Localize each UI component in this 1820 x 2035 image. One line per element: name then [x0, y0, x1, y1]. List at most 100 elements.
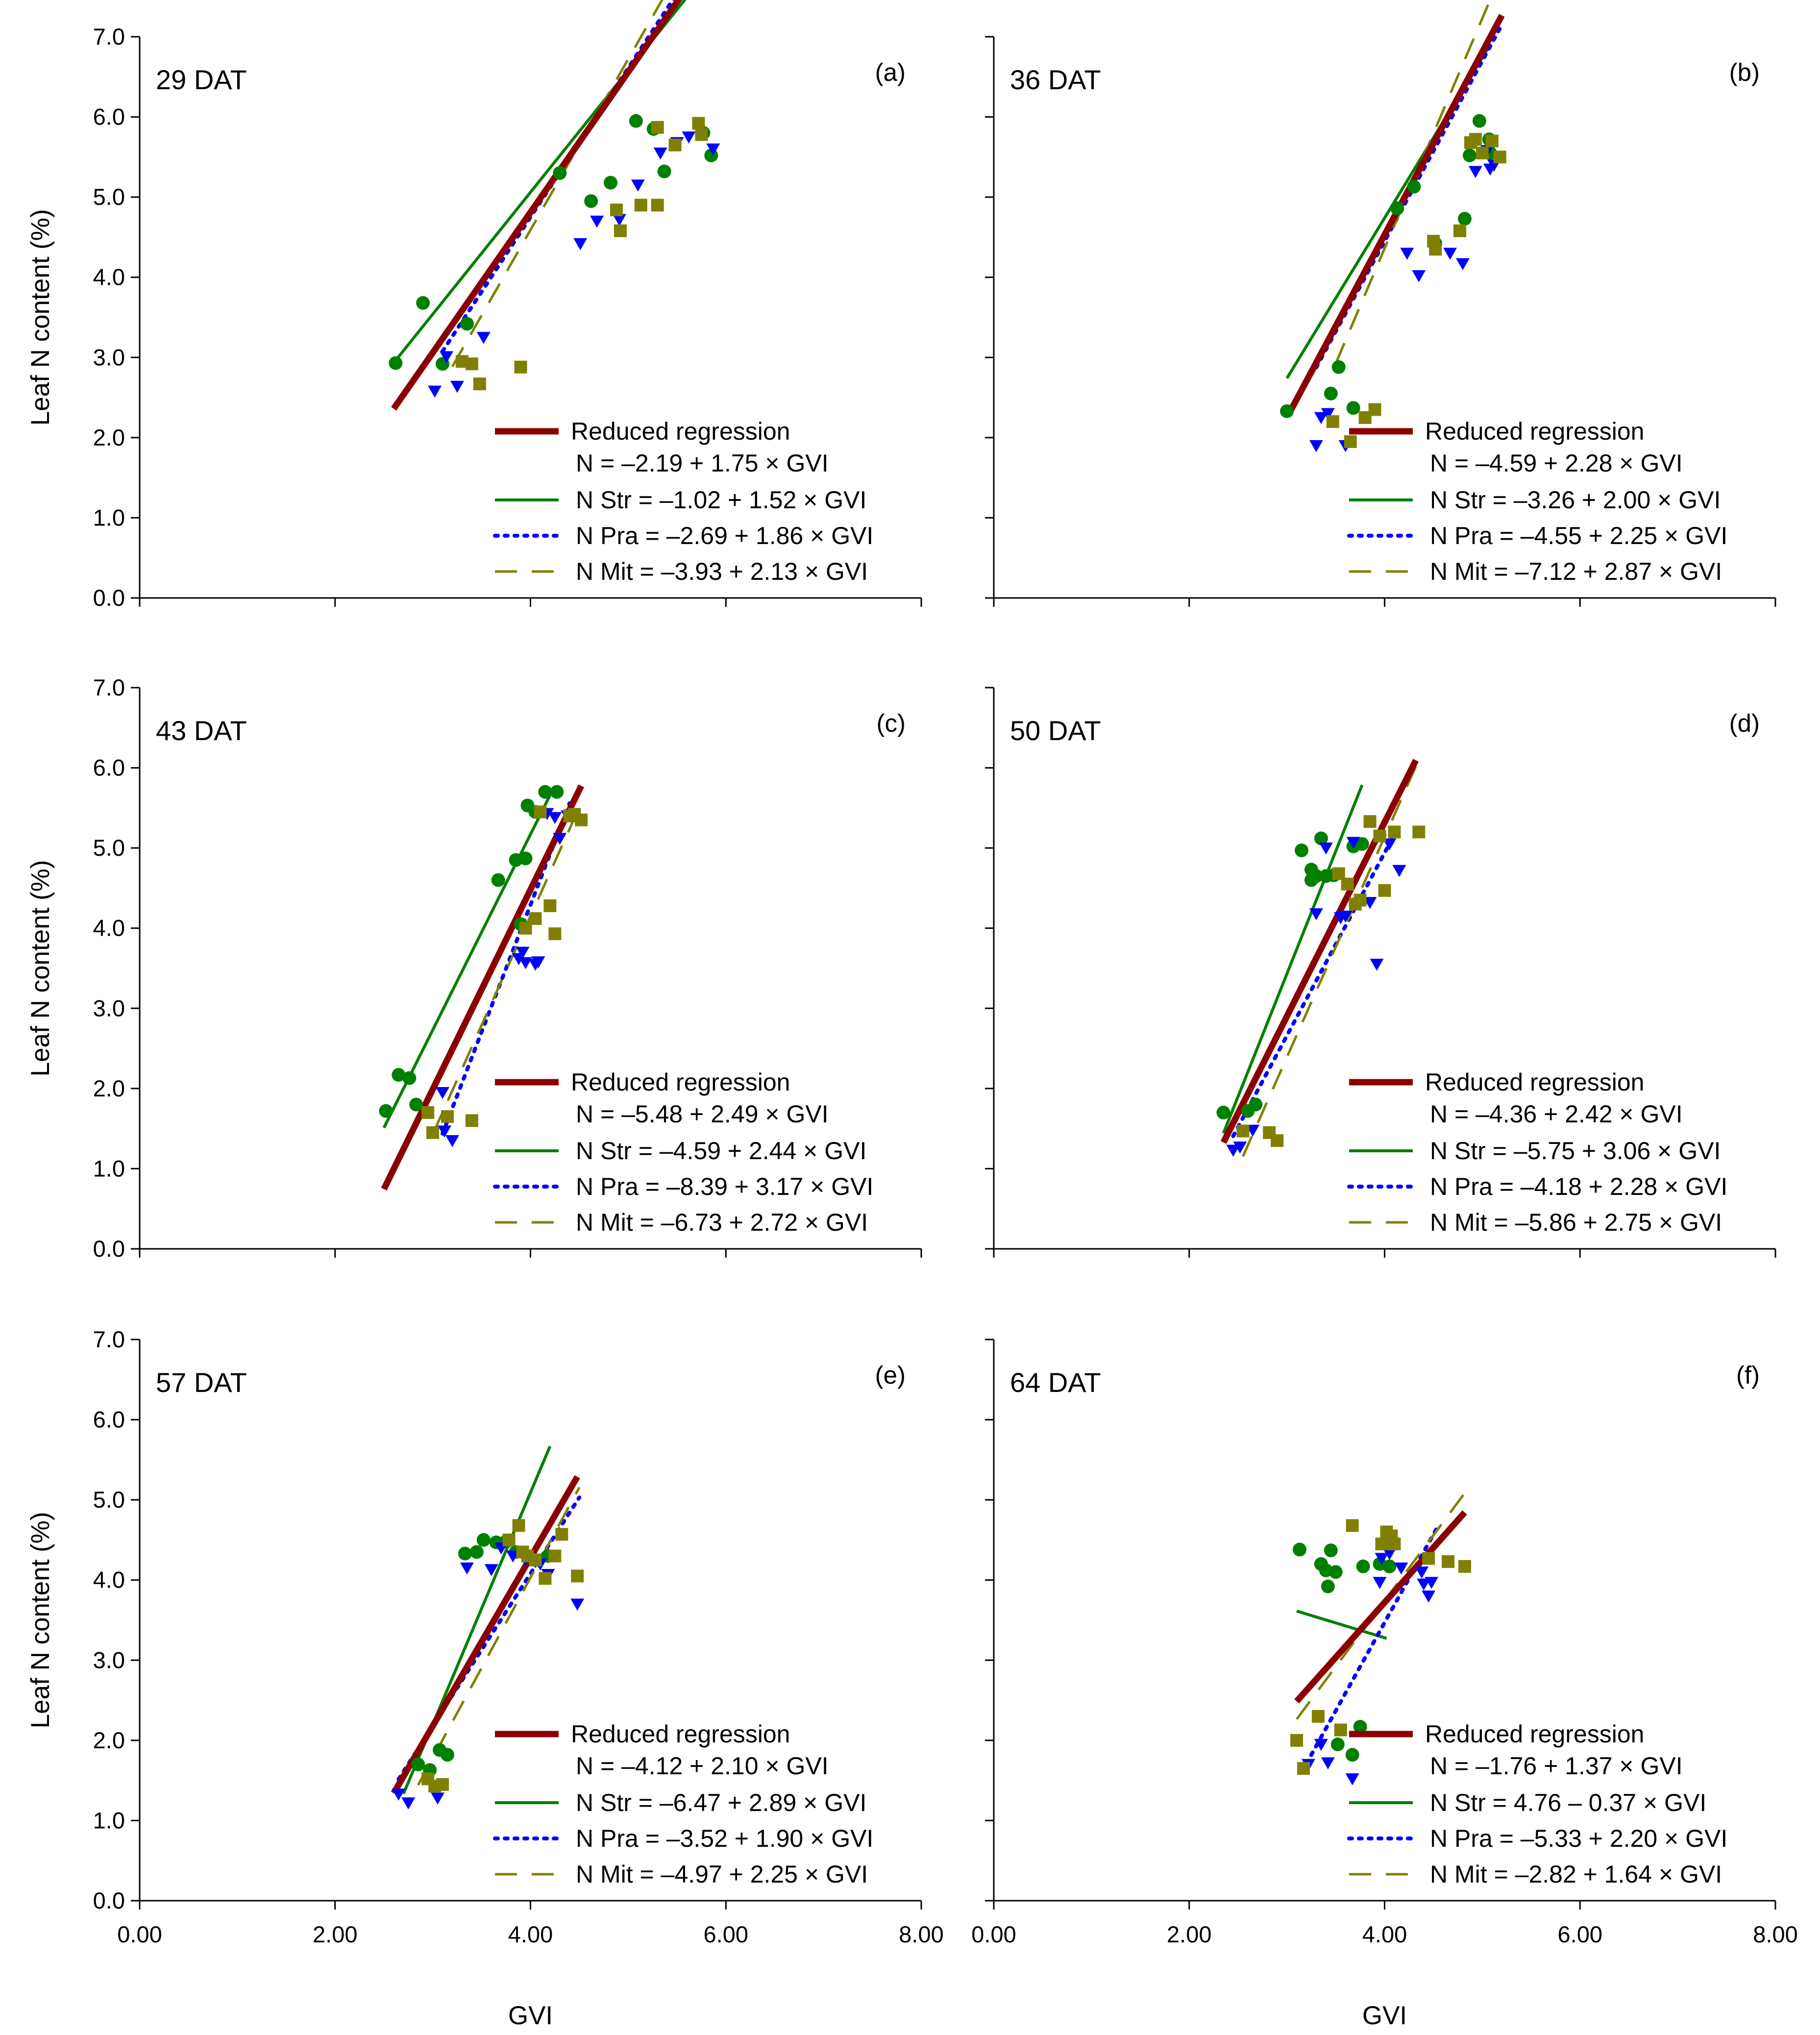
- mit-point: [1469, 133, 1482, 146]
- pra-point: [570, 1598, 585, 1611]
- legend-mit-equation: N Mit = –5.86 + 2.75 × GVI: [1430, 1209, 1722, 1236]
- str-point: [409, 1097, 423, 1112]
- pra-point: [484, 1564, 498, 1576]
- str-point: [1390, 201, 1404, 216]
- mit-point: [529, 1553, 542, 1566]
- y-axis-title: Leaf N content (%): [26, 209, 55, 426]
- pra-point: [1468, 166, 1482, 178]
- panel-letter: (e): [875, 1361, 906, 1389]
- legend: Reduced regression N = –2.19 + 1.75 × GVI…: [493, 418, 873, 585]
- legend-mit-equation: N Mit = –6.73 + 2.72 × GVI: [576, 1209, 868, 1236]
- panel-letter: (d): [1729, 709, 1760, 737]
- pra-point: [440, 351, 454, 363]
- y-tick-label: 1.0: [93, 1155, 125, 1181]
- x-tick-label: 6.00: [1558, 1921, 1602, 1947]
- y-tick-label: 6.0: [93, 755, 125, 781]
- str-point: [1472, 114, 1486, 128]
- mit-point: [1363, 815, 1377, 828]
- x-tick-label: 8.00: [899, 1921, 943, 1947]
- legend-reduced-label: Reduced regression: [571, 418, 790, 445]
- pra-regression-line: [1314, 23, 1504, 370]
- pra-point: [1417, 1578, 1431, 1591]
- panel-a: 0.0 1.0 2.0 3.0 4.0 5.0 6.0 7.0 Leaf N content (…: [26, 0, 922, 611]
- y-tick-label: 4.0: [93, 264, 125, 290]
- mit-regression-line: [431, 806, 581, 1135]
- x-tick-label: 4.00: [508, 1921, 553, 1947]
- str-regression-line: [1222, 784, 1364, 1134]
- mit-point: [1453, 224, 1467, 237]
- pra-regression-line: [1231, 832, 1397, 1139]
- y-tick-label: 2.0: [93, 1075, 125, 1101]
- mit-point: [502, 1533, 516, 1546]
- mit-point: [1334, 1723, 1347, 1737]
- pra-point: [1233, 1142, 1247, 1154]
- str-point: [518, 851, 533, 866]
- mit-point: [1341, 877, 1354, 891]
- y-axis-title: Leaf N content (%): [26, 1512, 55, 1729]
- pra-point: [1309, 440, 1323, 452]
- str-point: [411, 1757, 425, 1771]
- mit-regression-line: [1296, 1488, 1469, 1720]
- y-tick-label: 3.0: [93, 344, 125, 370]
- str-point: [1382, 1559, 1397, 1573]
- legend: Reduced regression N = –4.59 + 2.28 × GVI…: [1347, 418, 1727, 585]
- mit-regression-line: [451, 0, 664, 368]
- y-tick-label: 7.0: [93, 1326, 125, 1352]
- mit-point: [575, 813, 588, 826]
- mit-regression-line: [417, 1487, 581, 1786]
- str-point: [458, 1546, 472, 1561]
- pra-point: [1346, 837, 1360, 849]
- pra-point: [531, 956, 545, 968]
- str-point: [1457, 212, 1472, 226]
- x-tick-label: 4.00: [1362, 1921, 1407, 1947]
- pra-point: [612, 214, 626, 226]
- pra-point: [518, 957, 533, 969]
- pra-regression-line: [441, 0, 675, 353]
- y-tick-label: 0.0: [93, 585, 125, 611]
- reduced-regression-line: [1294, 1510, 1467, 1704]
- legend-reduced-label: Reduced regression: [1425, 1068, 1645, 1096]
- str-point: [1346, 401, 1360, 415]
- mit-regression-line: [1334, 0, 1492, 364]
- legend-reduced-equation: N = –5.48 + 2.49 × GVI: [576, 1100, 829, 1128]
- x-tick-label: 2.00: [1167, 1921, 1211, 1947]
- pra-point: [682, 131, 696, 144]
- str-point: [1331, 360, 1346, 374]
- mit-point: [514, 360, 527, 373]
- mit-point: [1442, 1555, 1455, 1568]
- str-point: [1280, 404, 1294, 418]
- x-tick-label: 8.00: [1753, 1921, 1797, 1947]
- mit-point: [1346, 1519, 1359, 1532]
- panel-title: 64 DAT: [1010, 1367, 1101, 1398]
- y-tick-label: 5.0: [93, 1487, 125, 1513]
- legend-pra-equation: N Pra = –3.52 + 1.90 × GVI: [576, 1825, 873, 1852]
- legend: Reduced regression N = –4.12 + 2.10 × GVI…: [493, 1720, 873, 1888]
- y-tick-label: 1.0: [93, 1807, 125, 1833]
- str-point: [416, 296, 430, 310]
- str-point: [379, 1104, 393, 1118]
- mit-point: [1388, 825, 1401, 839]
- mit-point: [1378, 884, 1391, 897]
- mit-point: [548, 1549, 562, 1563]
- pra-point: [438, 1125, 452, 1138]
- pra-point: [1321, 1757, 1335, 1769]
- pra-point: [431, 1792, 445, 1805]
- mit-point: [426, 1126, 440, 1139]
- str-point: [553, 166, 567, 180]
- y-tick-label: 4.0: [93, 915, 125, 941]
- legend: Reduced regression N = –1.76 + 1.37 × GVI…: [1347, 1720, 1727, 1888]
- mit-point: [1476, 147, 1489, 160]
- reduced-regression-line: [1220, 759, 1419, 1144]
- pra-point: [445, 1135, 459, 1147]
- str-point: [1462, 149, 1476, 163]
- pra-point: [1314, 1738, 1328, 1751]
- pra-point: [460, 1562, 474, 1575]
- legend-str-equation: N Str = 4.76 – 0.37 × GVI: [1430, 1789, 1706, 1816]
- mit-point: [571, 1569, 584, 1583]
- y-tick-label: 6.0: [93, 104, 125, 130]
- str-point: [1355, 837, 1369, 851]
- pra-point: [436, 1087, 450, 1099]
- str-point: [1321, 1579, 1335, 1593]
- y-tick-label: 3.0: [93, 1647, 125, 1673]
